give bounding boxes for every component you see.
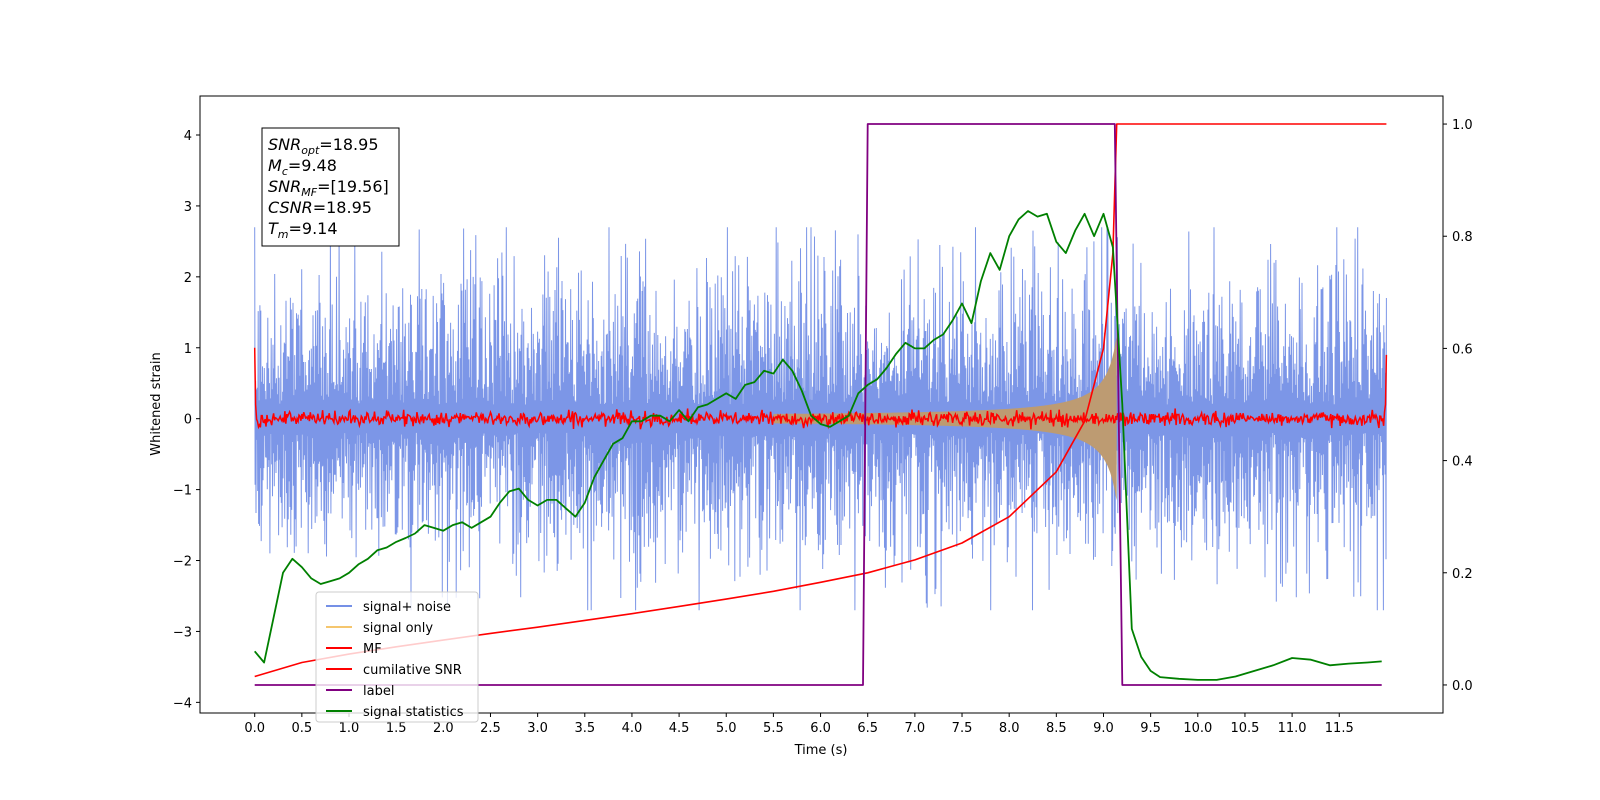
x-tick-label: 3.0	[527, 721, 548, 736]
y-tick-label: −2	[173, 555, 192, 570]
mf-line	[253, 347, 1388, 430]
signal-statistics-series	[254, 210, 1382, 681]
x-tick-label: 10.5	[1230, 721, 1259, 736]
x-tick-label: 8.5	[1046, 721, 1067, 736]
x-tick-label: 8.0	[999, 721, 1020, 736]
x-tick-label: 10.0	[1183, 721, 1212, 736]
x-tick-label: 5.0	[716, 721, 737, 736]
y-tick-label: 4	[184, 129, 192, 144]
x-tick-label: 3.5	[574, 721, 595, 736]
y-axis-label: Whitened strain	[149, 352, 164, 455]
x-axis-label: Time (s)	[794, 743, 848, 758]
mf-series	[253, 347, 1388, 430]
y2-tick-label: 1.0	[1452, 118, 1473, 133]
annotation-line: CSNR=18.95	[268, 198, 372, 217]
x-tick-label: 2.5	[480, 721, 501, 736]
y2-axis-ticks: 1.0 0.8 0.6 0.4 0.2 0.0	[1443, 118, 1473, 694]
legend-label: signal only	[363, 621, 433, 636]
label-line	[254, 123, 1382, 686]
signal-statistics-line	[254, 210, 1382, 681]
x-tick-label: 7.5	[952, 721, 973, 736]
x-tick-label: 6.5	[857, 721, 878, 736]
x-tick-label: 2.0	[433, 721, 454, 736]
x-tick-label: 4.0	[622, 721, 643, 736]
legend: signal+ noise signal only MF cumilative SNR…	[315, 591, 479, 723]
x-axis-ticks: 0.0 0.5 1.0 1.5 2.0 2.5 3.0 3.5 4.0 4.5 5.0 5.5 6.0 6…	[244, 713, 1354, 736]
legend-label: MF	[363, 642, 382, 657]
legend-label: signal statistics	[363, 705, 464, 720]
y-tick-label: 3	[184, 200, 192, 215]
y-tick-label: −1	[173, 484, 192, 499]
y-tick-label: −4	[173, 696, 192, 711]
x-tick-label: 11.0	[1278, 721, 1307, 736]
y2-tick-label: 0.2	[1452, 567, 1473, 582]
y2-tick-label: 0.8	[1452, 230, 1473, 245]
annotation-line: Tm=9.14	[268, 219, 338, 241]
legend-label: cumilative SNR	[363, 663, 462, 678]
x-tick-label: 9.0	[1093, 721, 1114, 736]
y2-tick-label: 0.0	[1452, 679, 1473, 694]
legend-frame	[315, 591, 479, 723]
x-tick-label: 1.0	[339, 721, 360, 736]
annotation-box: SNRopt=18.95Mc=9.48SNRMF=[19.56]CSNR=18.…	[261, 127, 400, 247]
annotation-frame	[261, 127, 400, 247]
y2-tick-label: 0.4	[1452, 455, 1473, 470]
x-tick-label: 0.0	[244, 721, 265, 736]
x-tick-label: 1.5	[386, 721, 407, 736]
x-tick-label: 9.5	[1140, 721, 1161, 736]
signal-noise-line	[254, 227, 1387, 611]
x-tick-label: 6.0	[810, 721, 831, 736]
y-tick-label: 2	[184, 271, 192, 286]
legend-label: signal+ noise	[363, 600, 451, 615]
x-tick-label: 0.5	[292, 721, 313, 736]
x-tick-label: 4.5	[669, 721, 690, 736]
y-axis-ticks: 4 3 2 1 0 −1 −2 −3 −4	[173, 129, 200, 711]
y-tick-label: −3	[173, 625, 192, 640]
annotation-line: SNRMF=[19.56]	[268, 177, 389, 199]
label-series	[254, 123, 1382, 686]
y-tick-label: 0	[184, 413, 192, 428]
x-tick-label: 5.5	[763, 721, 784, 736]
y-tick-label: 1	[184, 342, 192, 357]
plot-frame	[199, 95, 1444, 714]
x-tick-label: 11.5	[1325, 721, 1354, 736]
signal-noise-series	[254, 227, 1387, 611]
y2-tick-label: 0.6	[1452, 342, 1473, 357]
annotation-line: Mc=9.48	[268, 156, 337, 178]
legend-label: label	[363, 684, 394, 699]
x-tick-label: 7.0	[905, 721, 926, 736]
annotation-line: SNRopt=18.95	[268, 135, 379, 157]
